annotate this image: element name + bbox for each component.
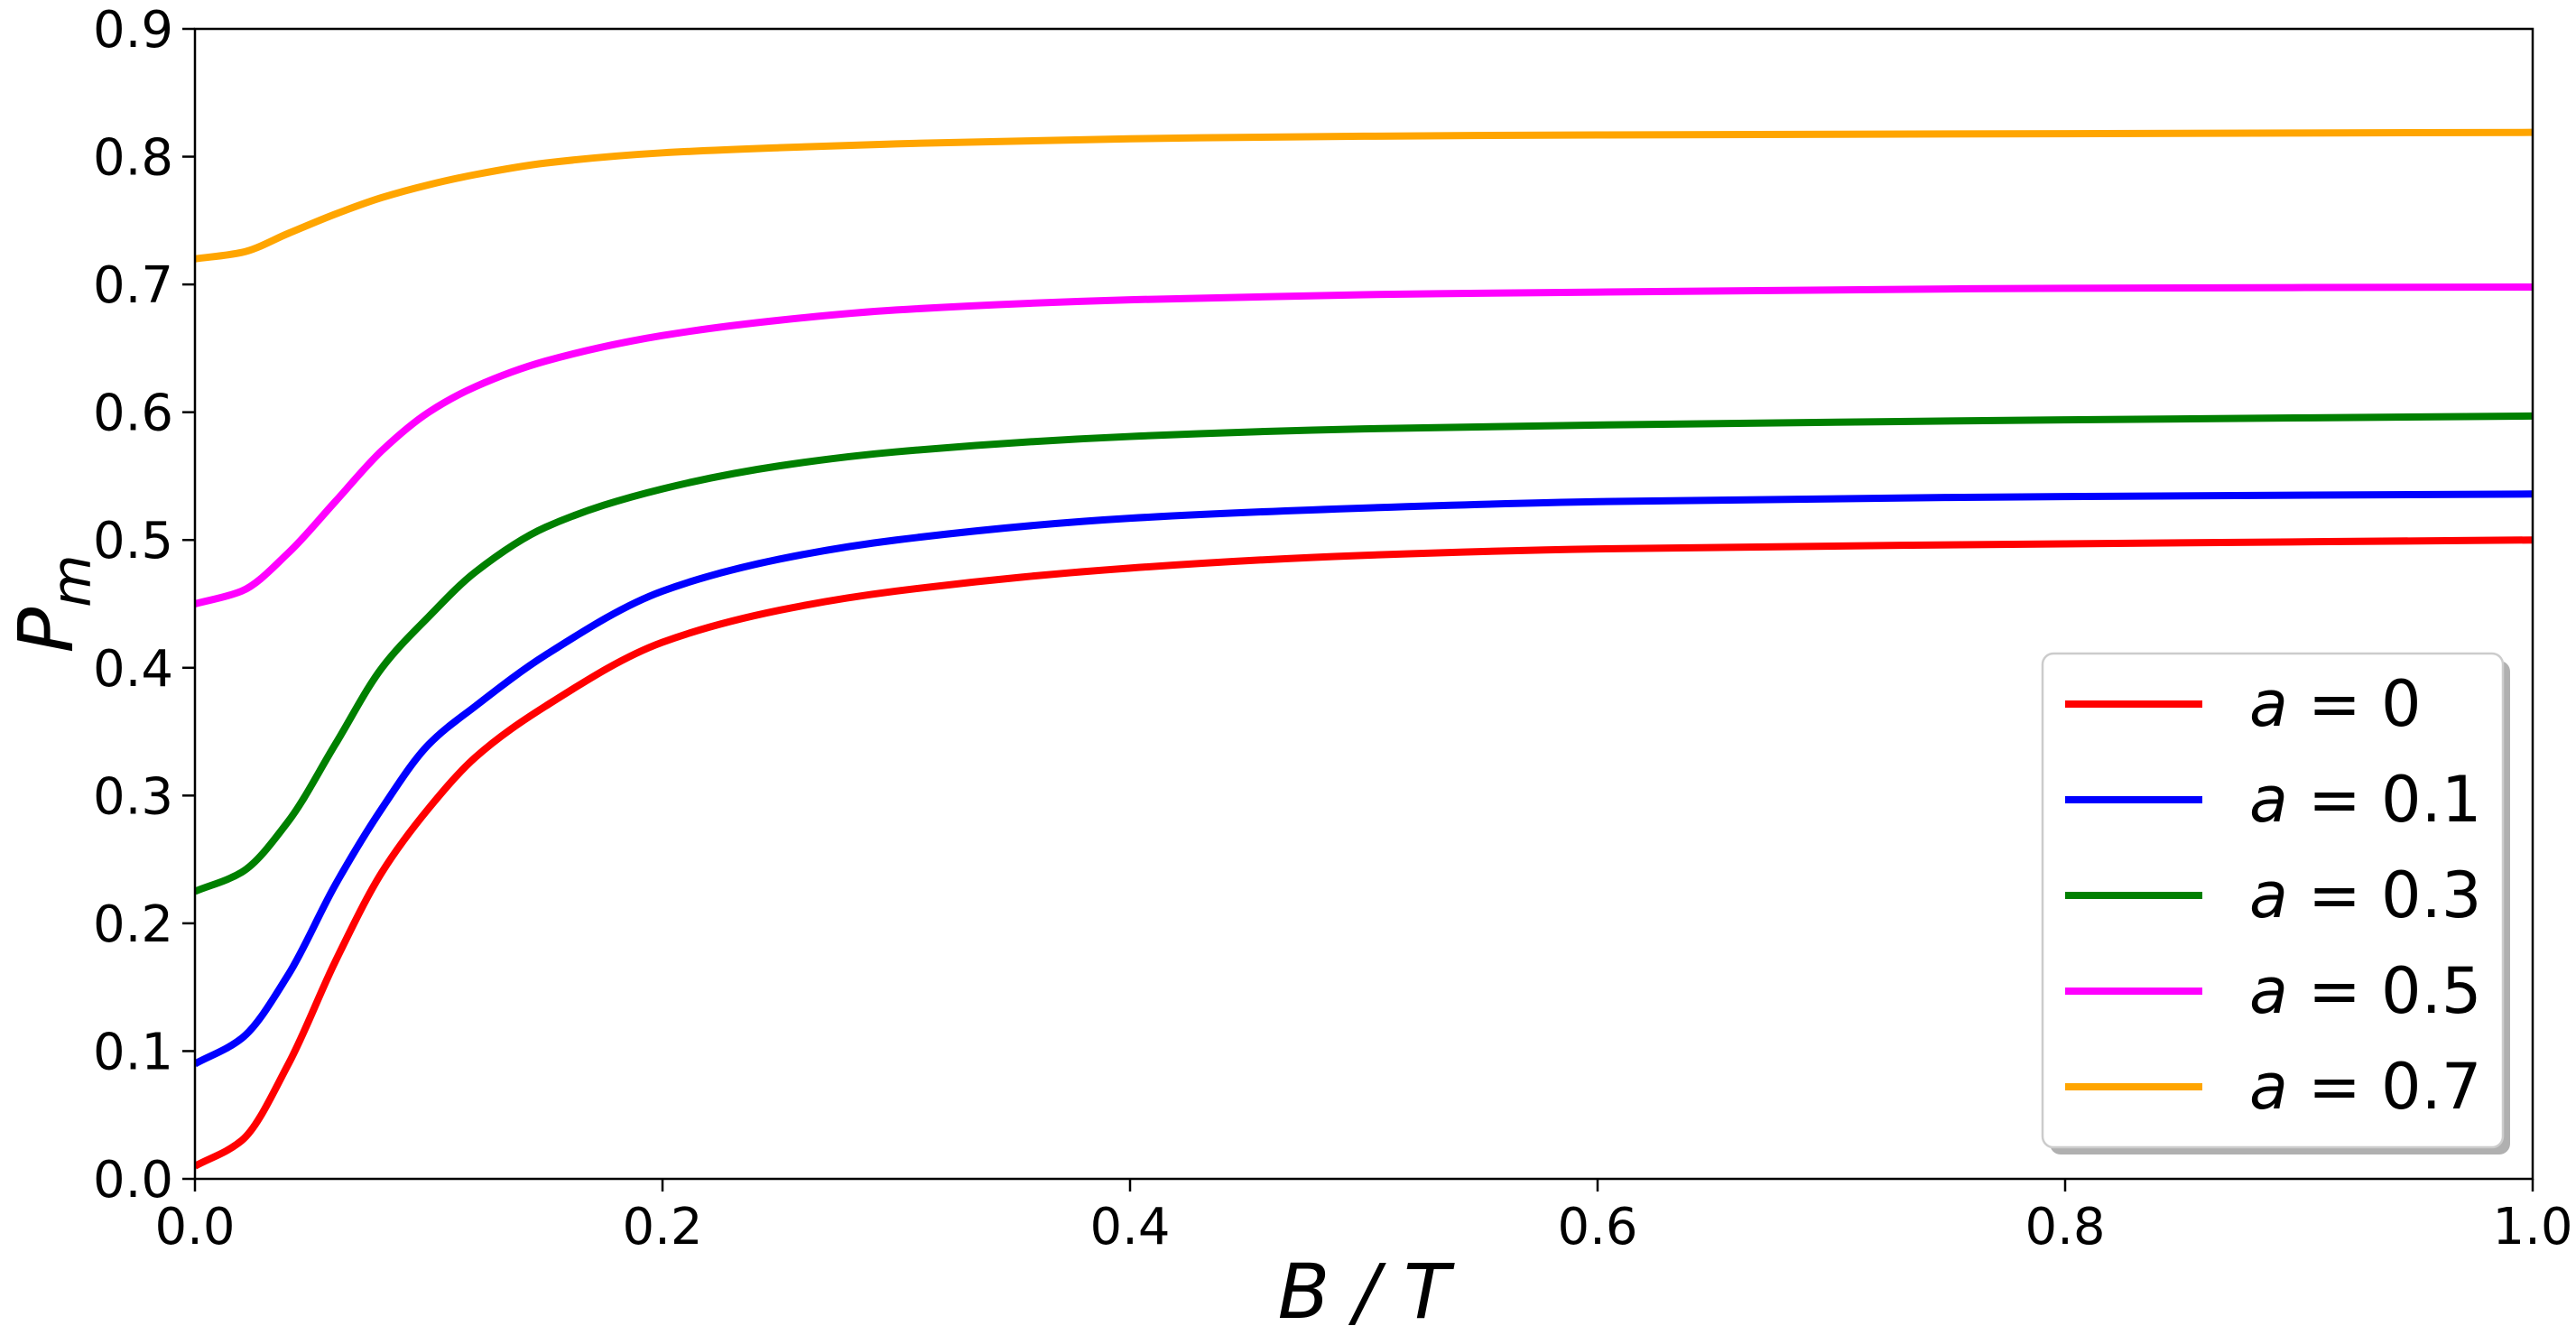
- y-tick-label: 0.0: [93, 1151, 173, 1210]
- legend-entry: a = 0: [2065, 667, 2422, 741]
- x-tick-label: 0.0: [154, 1198, 235, 1256]
- y-tick-label: 0.3: [93, 767, 173, 826]
- y-tick-label: 0.8: [93, 129, 173, 188]
- x-tick-label: 1.0: [2492, 1198, 2572, 1256]
- x-tick-label: 0.8: [2025, 1198, 2105, 1256]
- legend: a = 0 a = 0.1 a = 0.3 a = 0.5 a = 0.7: [2041, 652, 2510, 1154]
- x-axis-label: B / T: [1278, 1247, 1455, 1326]
- legend-label: a = 0: [2249, 667, 2422, 741]
- x-tick-label: 0.4: [1089, 1198, 1170, 1256]
- series-line-4: [195, 128, 2534, 263]
- y-tick-label: 0.4: [93, 640, 173, 699]
- legend-label: a = 0.5: [2249, 954, 2481, 1028]
- y-tick-label: 0.6: [93, 385, 173, 443]
- y-tick-label: 0.5: [93, 512, 173, 570]
- y-tick-label: 0.1: [93, 1023, 173, 1081]
- legend-label: a = 0.1: [2249, 763, 2481, 837]
- x-axis-ticks: 0.0 0.2 0.4 0.6 0.8 1.0: [154, 1179, 2573, 1256]
- y-axis-ticks: 0.0 0.1 0.2 0.3 0.4 0.5 0.6 0.7 0.8 0.9: [93, 1, 195, 1210]
- legend-label: a = 0.3: [2249, 858, 2481, 932]
- legend-entry: a = 0.1: [2065, 763, 2481, 837]
- series-line-2: [195, 412, 2534, 895]
- y-tick-label: 0.7: [93, 256, 173, 315]
- series-line-0: [195, 536, 2534, 1170]
- legend-entry: a = 0.3: [2065, 858, 2481, 932]
- y-tick-label: 0.9: [93, 1, 173, 60]
- series-line-3: [195, 283, 2534, 607]
- y-axis-label: Pm: [2, 554, 104, 653]
- series-lines: [195, 128, 2534, 1170]
- series-line-1: [195, 490, 2534, 1068]
- axes-frame: [193, 27, 2534, 1181]
- x-tick-label: 0.6: [1557, 1198, 1637, 1256]
- x-tick-label: 0.2: [622, 1198, 702, 1256]
- legend-label: a = 0.7: [2249, 1050, 2481, 1124]
- y-tick-label: 0.2: [93, 895, 173, 954]
- y-axis-label-main: P: [2, 607, 90, 654]
- axes: [193, 27, 2534, 1181]
- y-axis-label-subscript: m: [41, 554, 104, 607]
- legend-box: [2041, 652, 2505, 1149]
- legend-entry: a = 0.5: [2065, 954, 2481, 1028]
- legend-entry: a = 0.7: [2065, 1050, 2481, 1124]
